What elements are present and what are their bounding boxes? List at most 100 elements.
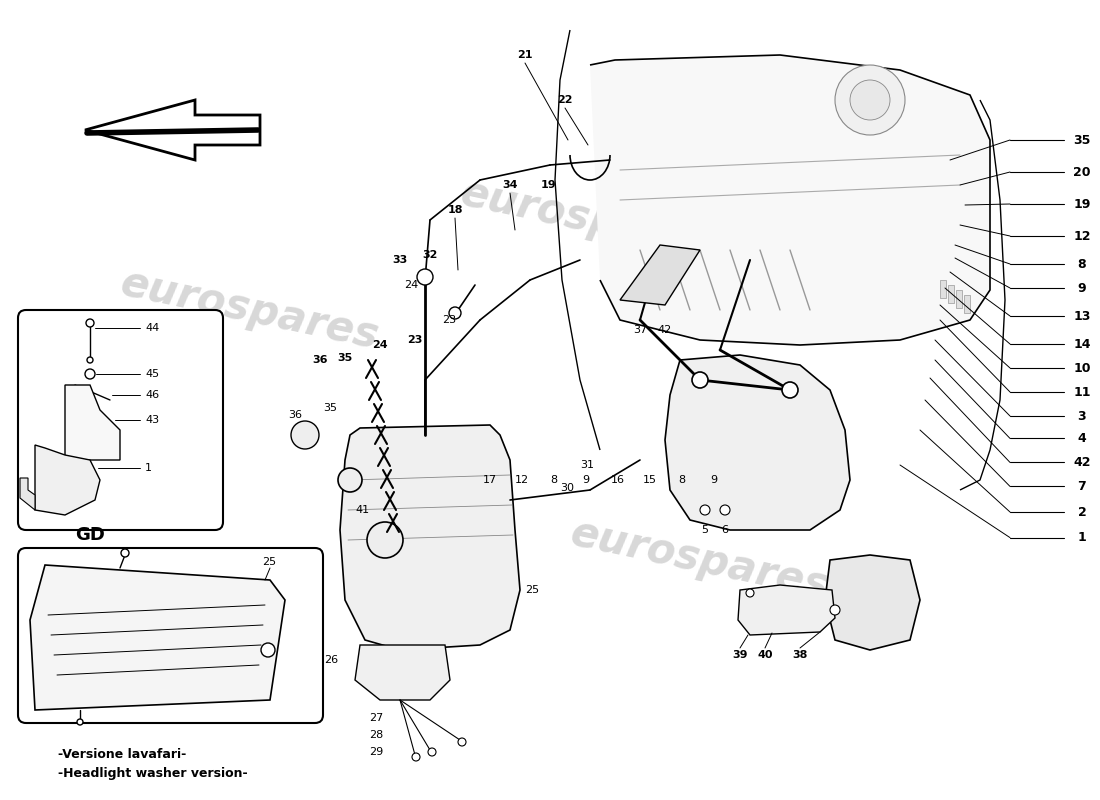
Text: 46: 46 (145, 390, 160, 400)
Polygon shape (30, 565, 285, 710)
Text: 10: 10 (1074, 362, 1091, 374)
Text: GD: GD (75, 526, 104, 544)
Polygon shape (666, 355, 850, 530)
Text: 24: 24 (404, 280, 418, 290)
Circle shape (367, 522, 403, 558)
Text: 42: 42 (658, 325, 672, 335)
Text: 21: 21 (517, 50, 532, 60)
Text: 18: 18 (448, 205, 463, 215)
Text: 5: 5 (702, 525, 708, 535)
Text: 12: 12 (515, 475, 529, 485)
Polygon shape (620, 245, 700, 305)
Text: 19: 19 (1074, 198, 1091, 210)
Circle shape (692, 372, 708, 388)
Text: 16: 16 (610, 475, 625, 485)
Text: 7: 7 (1078, 480, 1087, 493)
Text: 22: 22 (558, 95, 573, 105)
Text: 4: 4 (1078, 432, 1087, 445)
Text: 40: 40 (757, 650, 772, 660)
Circle shape (720, 505, 730, 515)
Text: 45: 45 (145, 369, 160, 379)
Text: 34: 34 (503, 180, 518, 190)
Text: 30: 30 (560, 483, 574, 493)
Text: 2: 2 (1078, 506, 1087, 518)
Text: 42: 42 (1074, 456, 1091, 469)
Circle shape (417, 269, 433, 285)
Text: 23: 23 (407, 335, 422, 345)
Text: 43: 43 (145, 415, 160, 425)
Bar (956, 290, 962, 308)
Text: 32: 32 (422, 250, 438, 260)
FancyBboxPatch shape (18, 310, 223, 530)
Text: 35: 35 (323, 403, 337, 413)
Text: eurospares: eurospares (566, 512, 833, 608)
Circle shape (412, 753, 420, 761)
Text: 35: 35 (338, 353, 353, 363)
Text: 9: 9 (1078, 282, 1087, 294)
Text: 24: 24 (372, 340, 388, 350)
Text: 1: 1 (1078, 531, 1087, 544)
Text: 38: 38 (792, 650, 807, 660)
Polygon shape (65, 385, 120, 460)
Circle shape (292, 421, 319, 449)
Polygon shape (20, 478, 35, 510)
FancyBboxPatch shape (18, 548, 323, 723)
Text: 26: 26 (323, 655, 338, 665)
Polygon shape (340, 425, 520, 650)
Text: 9: 9 (582, 475, 590, 485)
Text: 13: 13 (1074, 310, 1091, 322)
Text: 11: 11 (1074, 386, 1091, 398)
Circle shape (121, 549, 129, 557)
Text: 39: 39 (733, 650, 748, 660)
Text: 28: 28 (368, 730, 383, 740)
Text: 23: 23 (442, 315, 456, 325)
Polygon shape (590, 55, 990, 345)
Text: 36: 36 (312, 355, 328, 365)
Circle shape (782, 382, 797, 398)
Text: 25: 25 (262, 557, 276, 567)
Circle shape (850, 80, 890, 120)
Circle shape (449, 307, 461, 319)
Circle shape (458, 738, 466, 746)
Circle shape (338, 468, 362, 492)
Text: 9: 9 (711, 475, 717, 485)
Polygon shape (85, 100, 260, 160)
Text: 12: 12 (1074, 230, 1091, 242)
Circle shape (261, 643, 275, 657)
Text: 35: 35 (1074, 134, 1091, 146)
Text: 6: 6 (722, 525, 728, 535)
Text: -Versione lavafari-: -Versione lavafari- (58, 749, 186, 762)
Circle shape (830, 605, 840, 615)
Text: 41: 41 (356, 505, 370, 515)
Circle shape (77, 719, 82, 725)
Polygon shape (35, 445, 100, 515)
Circle shape (700, 505, 710, 515)
Polygon shape (738, 585, 835, 635)
Text: 8: 8 (679, 475, 685, 485)
Text: eurospares: eurospares (117, 262, 383, 358)
Text: eurospares: eurospares (456, 172, 723, 268)
Text: 44: 44 (145, 323, 160, 333)
Circle shape (746, 589, 754, 597)
Text: 31: 31 (580, 460, 594, 470)
Text: 33: 33 (393, 255, 408, 265)
Text: 20: 20 (1074, 166, 1091, 178)
Text: 37: 37 (632, 325, 647, 335)
Text: 27: 27 (368, 713, 383, 723)
Circle shape (835, 65, 905, 135)
Circle shape (428, 748, 436, 756)
Bar (940, 280, 946, 298)
Circle shape (87, 357, 94, 363)
Text: 17: 17 (483, 475, 497, 485)
Text: 14: 14 (1074, 338, 1091, 350)
Text: 25: 25 (525, 585, 539, 595)
Text: 19: 19 (540, 180, 556, 190)
Text: 8: 8 (1078, 258, 1087, 270)
Text: 36: 36 (288, 410, 302, 420)
Bar (964, 295, 970, 313)
Text: 29: 29 (368, 747, 383, 757)
Bar (948, 285, 954, 303)
Polygon shape (355, 645, 450, 700)
Circle shape (85, 369, 95, 379)
Polygon shape (825, 555, 920, 650)
